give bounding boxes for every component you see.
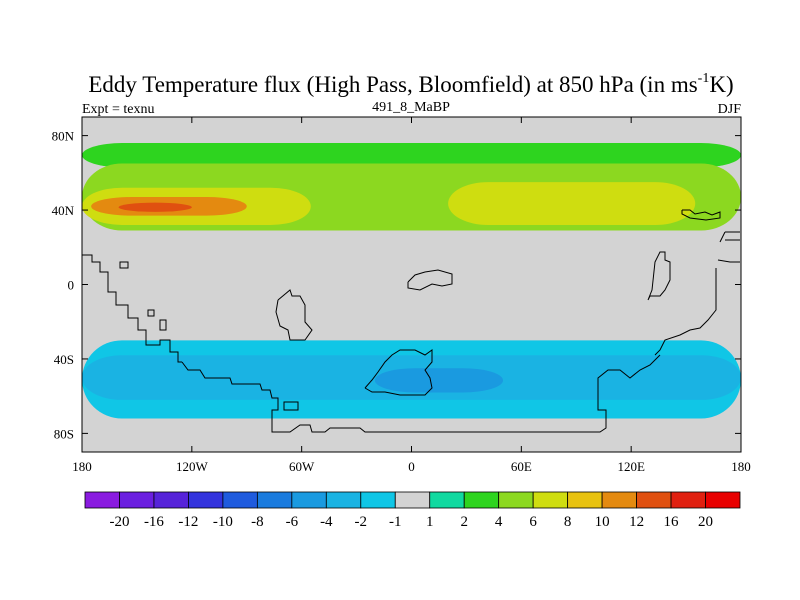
colorbar-swatch [256,491,293,509]
y-tick-label: 0 [68,278,75,293]
subtitle-left: Expt = texnu [82,102,154,117]
x-tick-label: 60E [511,459,532,474]
coastline-sahara [407,269,453,291]
colorbar-swatch [670,491,706,509]
colorbar-label: 6 [529,514,537,530]
colorbar-label: 12 [629,514,644,530]
y-tick-label: 40S [54,352,74,367]
chart-title-superscript: -1 [698,71,710,86]
x-tick-label: 0 [408,459,415,474]
y-tick-label: 40N [52,203,75,218]
coastline-island-2 [147,309,155,317]
colorbar-swatch [429,491,465,509]
coastline-island-1 [119,261,129,269]
x-tick-label: 180 [731,459,751,474]
colorbar-label: 10 [595,514,610,530]
coastline-antarctic-peninsula [364,349,433,396]
colorbar-label: 4 [495,514,503,530]
colorbar-swatch [325,491,362,509]
x-tick-label: 180 [72,459,92,474]
subtitle-center: 491_8_MaBP [372,100,450,115]
colorbar: -20 -16 -12 -10 -8 -6 -4 -2 -1 1 2 4 6 8 10 12 16 20 [84,491,741,530]
x-ticks: 180 120W 60W 0 60E 120E 180 [72,117,751,474]
y-tick-label: 80N [52,129,75,144]
colorbar-swatch [601,491,637,509]
coastline-south-america [181,354,661,433]
colorbar-label: 1 [426,514,434,530]
colorbar-label: -2 [355,514,368,530]
colorbar-label: 8 [564,514,572,530]
colorbar-swatch [222,491,258,509]
coastline-layer [82,209,740,433]
coastline-island-4 [283,401,299,411]
subtitle-right: DJF [718,102,742,117]
colorbar-swatch [705,491,741,509]
map-area: 180 120W 60W 0 60E 120E 180 80N 40N 0 40S 80S [52,116,751,474]
colorbar-label: 20 [698,514,713,530]
colorbar-label: -10 [213,514,233,530]
colorbar-label: -4 [320,514,333,530]
colorbar-label: -8 [251,514,264,530]
contour-band-n-midlat-yellow-asia [448,182,696,225]
colorbar-label: -1 [389,514,402,530]
colorbar-swatch [360,491,396,509]
colorbar-label: -20 [109,514,129,530]
colorbar-swatch [463,491,500,509]
colorbar-label: 16 [664,514,680,530]
x-tick-label: 60W [289,459,315,474]
contour-band-s-atlantic-core [374,368,504,393]
colorbar-label: 2 [460,514,468,530]
contour-fill-layer [82,143,741,419]
coastline-africa [275,289,313,341]
y-ticks: 80N 40N 0 40S 80S [52,129,741,441]
coastline-north-america [82,254,182,363]
colorbar-swatch [498,491,534,509]
colorbar-label: -16 [144,514,164,530]
colorbar-swatch [291,491,327,509]
colorbar-swatch [567,491,603,509]
colorbar-label: -12 [178,514,198,530]
colorbar-swatch [84,491,120,509]
coastline-japan [681,209,721,221]
chart-title: Eddy Temperature flux (High Pass, Bloomf… [88,71,733,97]
chart-title-end: K) [709,72,733,97]
y-tick-label: 80S [54,426,74,441]
colorbar-label: -6 [286,514,299,530]
contour-band-n-high-green [82,143,741,168]
coastline-asia-east [647,251,671,301]
colorbar-swatch [636,491,672,509]
coastline-island-3 [159,319,167,331]
colorbar-swatch [188,491,224,509]
coastline-pacific-rim [654,231,740,356]
colorbar-swatch [532,491,569,509]
colorbar-swatch [119,491,155,509]
contour-band-n-pacific-core [118,202,192,212]
colorbar-swatch [394,491,431,509]
x-tick-label: 120W [176,459,209,474]
x-tick-label: 120E [617,459,645,474]
chart-title-main: Eddy Temperature flux (High Pass, Bloomf… [88,72,697,97]
colorbar-swatch [153,491,189,509]
